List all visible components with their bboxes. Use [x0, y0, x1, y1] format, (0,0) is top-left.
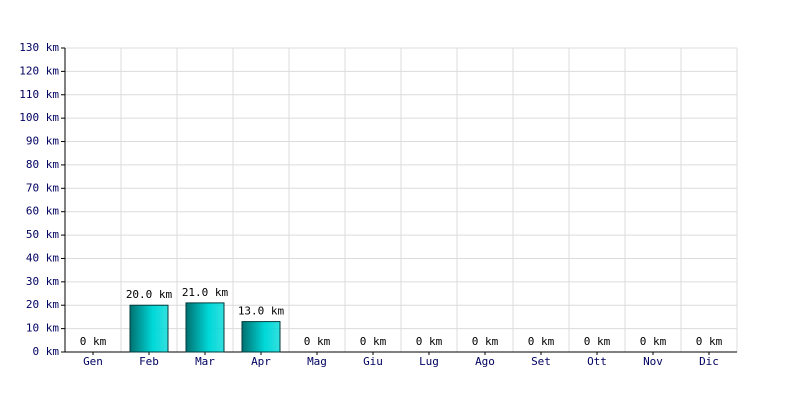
x-tick-label: Gen: [83, 355, 103, 368]
y-tick-label: 60 km: [26, 205, 59, 218]
grid: [61, 47, 738, 355]
y-tick-label: 130 km: [19, 41, 59, 54]
y-tick-label: 100 km: [19, 111, 59, 124]
value-label: 13.0 km: [238, 305, 285, 318]
x-tick-label: Dic: [699, 355, 719, 368]
value-label: 0 km: [80, 335, 107, 348]
x-tick-label: Nov: [643, 355, 663, 368]
bar: [185, 302, 225, 353]
x-tick-label: Apr: [251, 355, 271, 368]
marks: [129, 302, 281, 353]
x-tick-label: Feb: [139, 355, 159, 368]
value-label: 20.0 km: [126, 288, 173, 301]
value-label: 0 km: [472, 335, 499, 348]
x-tick-label: Ago: [475, 355, 495, 368]
bar: [129, 304, 169, 353]
y-tick-label: 0 km: [33, 345, 60, 358]
value-label: 0 km: [696, 335, 723, 348]
y-tick-label: 110 km: [19, 88, 59, 101]
y-tick-label: 10 km: [26, 322, 59, 335]
x-tick-label: Lug: [419, 355, 439, 368]
y-tick-label: 120 km: [19, 64, 59, 77]
y-tick-label: 30 km: [26, 275, 59, 288]
value-label: 0 km: [584, 335, 611, 348]
x-tick-label: Ott: [587, 355, 607, 368]
value-label: 0 km: [640, 335, 667, 348]
y-tick-label: 70 km: [26, 181, 59, 194]
y-tick-label: 80 km: [26, 158, 59, 171]
bar: [241, 321, 281, 353]
x-tick-label: Mag: [307, 355, 327, 368]
y-tick-label: 40 km: [26, 251, 59, 264]
x-tick-label: Set: [531, 355, 551, 368]
value-label: 0 km: [416, 335, 443, 348]
value-label: 0 km: [360, 335, 387, 348]
y-tick-label: 50 km: [26, 228, 59, 241]
value-label: 21.0 km: [182, 286, 229, 299]
y-tick-label: 90 km: [26, 135, 59, 148]
value-label: 0 km: [304, 335, 331, 348]
x-tick-label: Mar: [195, 355, 215, 368]
value-label: 0 km: [528, 335, 555, 348]
y-tick-label: 20 km: [26, 298, 59, 311]
x-tick-label: Giu: [363, 355, 383, 368]
